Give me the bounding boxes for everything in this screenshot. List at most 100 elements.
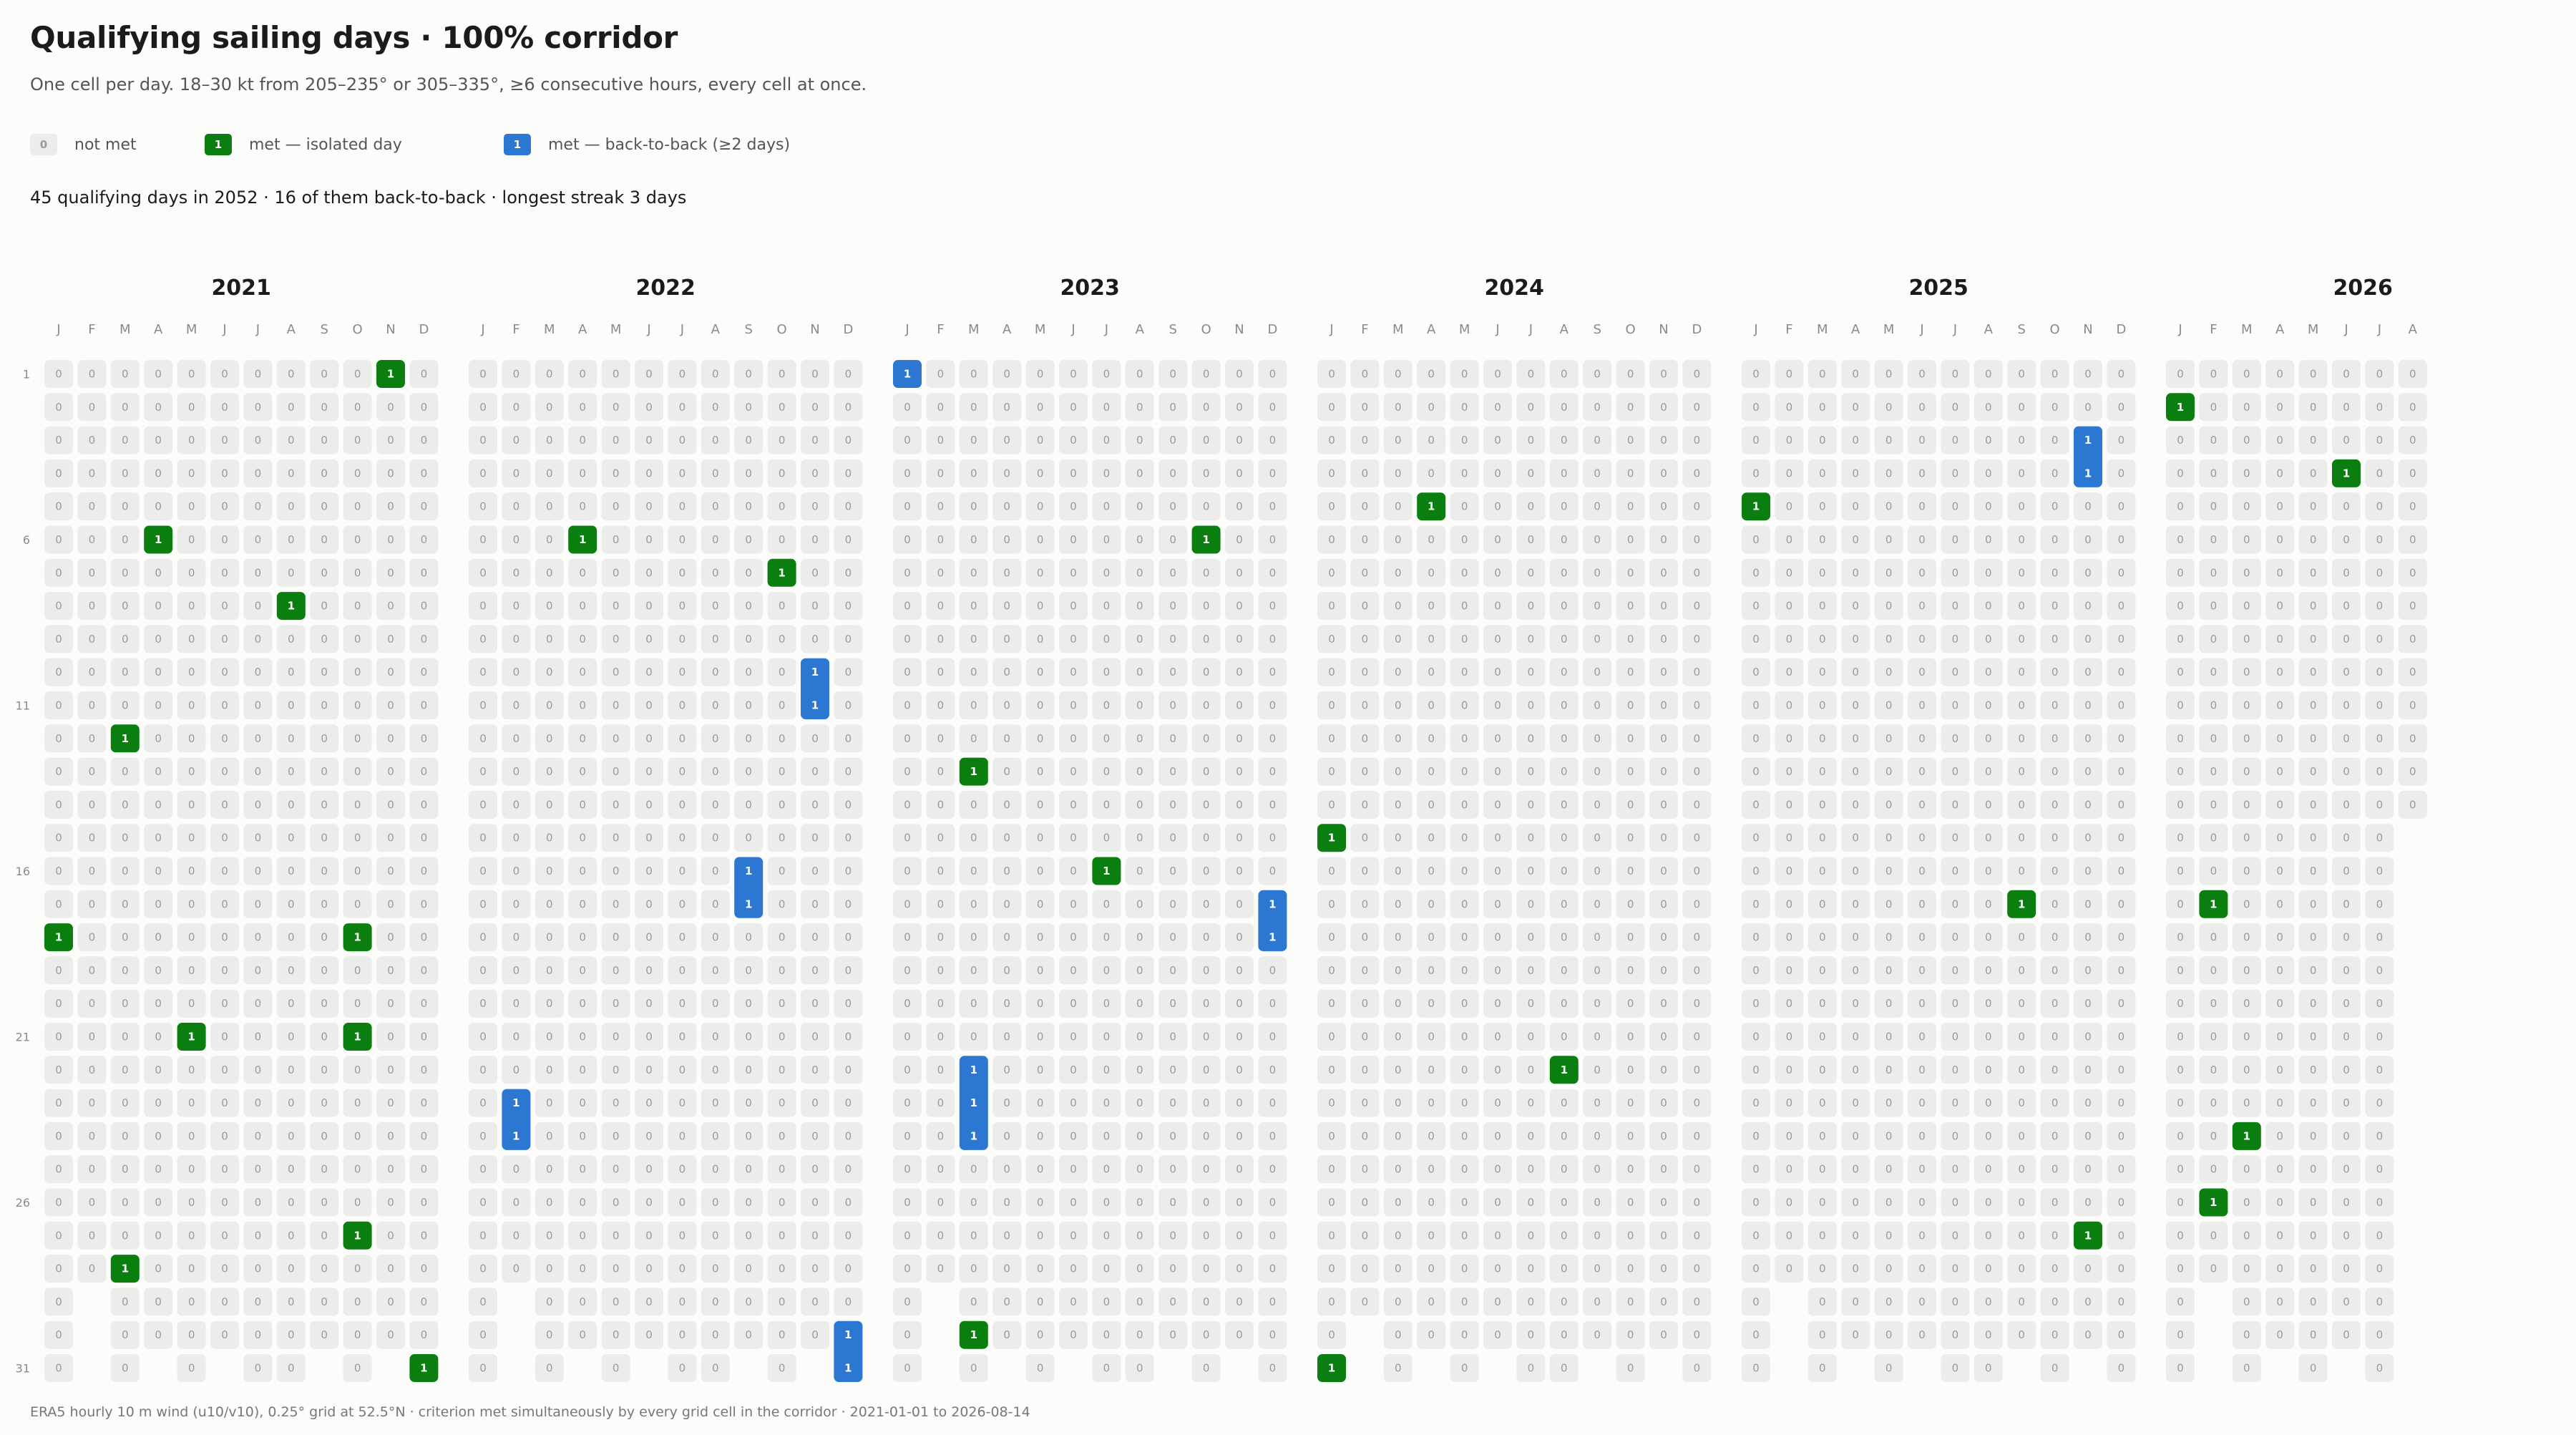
day-cell-value-2023-02-03: 0 bbox=[937, 434, 945, 447]
day-cell-value-2021-06-27: 0 bbox=[221, 1229, 228, 1242]
day-cell-value-2022-10-14: 0 bbox=[779, 798, 786, 811]
day-cell-value-2024-11-15: 0 bbox=[1660, 832, 1667, 845]
day-cell-value-2026-07-17: 0 bbox=[2376, 898, 2384, 910]
day-cell-2021-12-05 bbox=[409, 492, 439, 521]
day-cell-value-2021-09-20: 0 bbox=[321, 997, 328, 1010]
day-cell-value-2025-06-08: 0 bbox=[1918, 600, 1926, 613]
day-cell-value-2021-01-30: 0 bbox=[55, 1328, 62, 1341]
day-cell-value-2025-03-16: 0 bbox=[1819, 865, 1826, 877]
day-cell-value-2026-01-11: 0 bbox=[2177, 699, 2184, 712]
day-cell-2021-01-05 bbox=[44, 492, 73, 521]
day-cell-value-2023-10-30: 0 bbox=[1203, 1328, 1210, 1341]
day-cell-2021-02-08 bbox=[77, 592, 107, 621]
day-cell-value-2022-07-03: 0 bbox=[679, 434, 686, 447]
day-cell-value-2021-09-13: 0 bbox=[321, 765, 328, 778]
day-cell-2021-09-03 bbox=[310, 426, 339, 454]
day-cell-value-2023-07-03: 0 bbox=[1103, 434, 1111, 447]
day-cell-value-2021-09-04: 0 bbox=[321, 467, 328, 480]
day-cell-value-2023-04-25: 0 bbox=[1003, 1163, 1010, 1176]
day-cell-2022-02-10 bbox=[502, 658, 531, 686]
day-cell-value-2025-03-24: 0 bbox=[1819, 1129, 1826, 1142]
day-cell-2021-10-19 bbox=[343, 956, 372, 985]
day-cell-2021-06-17 bbox=[210, 890, 239, 918]
day-cell-value-2024-03-30: 0 bbox=[1395, 1328, 1402, 1341]
day-cell-value-2022-03-11: 0 bbox=[546, 699, 553, 712]
day-cell-value-2025-12-20: 0 bbox=[2118, 997, 2125, 1010]
day-cell-value-2023-09-13: 0 bbox=[1169, 765, 1176, 778]
day-cell-value-2024-06-26: 0 bbox=[1494, 1196, 1501, 1209]
day-cell-value-2024-04-07: 0 bbox=[1428, 566, 1435, 579]
day-cell-value-2026-02-12: 0 bbox=[2210, 732, 2218, 745]
day-cell-value-2026-06-25: 0 bbox=[2343, 1163, 2350, 1176]
day-cell-value-2024-12-24: 0 bbox=[1694, 1129, 1701, 1142]
day-cell-2021-09-11 bbox=[310, 691, 339, 719]
day-cell-value-2021-07-05: 0 bbox=[255, 500, 262, 513]
day-cell-value-2025-01-29: 0 bbox=[1752, 1295, 1760, 1308]
day-cell-2021-07-03 bbox=[243, 426, 273, 454]
day-cell-value-2025-04-09: 0 bbox=[1852, 633, 1859, 646]
day-cell-value-2023-11-03: 0 bbox=[1236, 434, 1243, 447]
day-cell-value-2026-02-23: 0 bbox=[2210, 1096, 2218, 1109]
day-cell-value-2022-05-13: 0 bbox=[613, 765, 620, 778]
day-cell-value-2021-07-16: 0 bbox=[255, 865, 262, 877]
day-cell-value-2023-07-18: 0 bbox=[1103, 931, 1111, 944]
day-cell-value-2024-06-07: 0 bbox=[1494, 566, 1501, 579]
day-cell-value-2022-05-02: 0 bbox=[613, 401, 620, 414]
day-cell-value-2025-05-18: 0 bbox=[1885, 931, 1893, 944]
day-cell-2021-05-11 bbox=[177, 691, 206, 719]
day-cell-2022-01-05 bbox=[469, 492, 497, 521]
day-cell-value-2025-09-22: 0 bbox=[2018, 1064, 2025, 1076]
day-cell-2021-05-30 bbox=[177, 1320, 206, 1349]
day-cell-value-2023-03-26: 0 bbox=[970, 1196, 977, 1209]
day-cell-value-2024-10-26: 0 bbox=[1627, 1196, 1634, 1209]
day-cell-value-2023-02-26: 0 bbox=[937, 1196, 945, 1209]
day-cell-value-2024-12-21: 0 bbox=[1694, 1031, 1701, 1044]
day-cell-value-2024-02-26: 0 bbox=[1362, 1196, 1369, 1209]
day-cell-value-2023-02-01: 0 bbox=[937, 368, 945, 381]
day-cell-2021-12-22 bbox=[409, 1056, 439, 1084]
day-cell-value-2023-09-07: 0 bbox=[1169, 566, 1176, 579]
day-cell-value-2021-08-18: 0 bbox=[288, 931, 295, 944]
day-cell-value-2023-04-22: 0 bbox=[1003, 1064, 1010, 1076]
day-cell-value-2022-12-30: 1 bbox=[844, 1328, 852, 1341]
day-cell-value-2025-09-02: 0 bbox=[2018, 401, 2025, 414]
day-cell-value-2023-01-18: 0 bbox=[904, 931, 911, 944]
day-cell-2021-12-10 bbox=[409, 658, 439, 686]
day-cell-value-2026-06-22: 0 bbox=[2343, 1064, 2350, 1076]
day-cell-value-2025-07-07: 0 bbox=[1952, 566, 1959, 579]
day-cell-value-2025-06-07: 0 bbox=[1918, 566, 1926, 579]
day-cell-value-2022-03-26: 0 bbox=[546, 1196, 553, 1209]
day-cell-value-2023-06-02: 0 bbox=[1070, 401, 1077, 414]
day-cell-value-2023-05-24: 0 bbox=[1037, 1129, 1044, 1142]
day-cell-value-2025-05-07: 0 bbox=[1885, 566, 1893, 579]
day-cell-value-2023-06-13: 0 bbox=[1070, 765, 1077, 778]
day-cell-value-2023-09-16: 0 bbox=[1169, 865, 1176, 877]
day-cell-value-2022-12-07: 0 bbox=[845, 566, 852, 579]
day-cell-2021-04-03 bbox=[144, 426, 173, 454]
day-cell-value-2021-09-01: 0 bbox=[321, 368, 328, 381]
day-cell-value-2025-07-02: 0 bbox=[1952, 401, 1959, 414]
day-cell-value-2023-11-07: 0 bbox=[1236, 566, 1243, 579]
day-cell-2021-03-07 bbox=[110, 558, 140, 587]
day-cell-value-2024-10-19: 0 bbox=[1627, 964, 1634, 977]
day-cell-value-2023-01-28: 0 bbox=[904, 1263, 911, 1275]
day-cell-value-2022-06-13: 0 bbox=[645, 765, 653, 778]
day-cell-value-2021-02-10: 0 bbox=[89, 666, 96, 678]
day-cell-value-2021-02-18: 0 bbox=[89, 931, 96, 944]
day-cell-value-2025-06-02: 0 bbox=[1918, 401, 1926, 414]
day-cell-2021-05-17 bbox=[177, 890, 206, 918]
day-cell-value-2023-12-05: 0 bbox=[1269, 500, 1277, 513]
day-cell-value-2025-03-06: 0 bbox=[1819, 533, 1826, 546]
day-cell-value-2026-06-11: 0 bbox=[2343, 699, 2350, 712]
day-cell-value-2022-10-23: 0 bbox=[779, 1096, 786, 1109]
day-cell-value-2021-02-21: 0 bbox=[89, 1031, 96, 1044]
day-cell-value-2022-08-11: 0 bbox=[712, 699, 719, 712]
day-cell-value-2021-04-05: 0 bbox=[155, 500, 162, 513]
day-cell-value-2022-06-21: 0 bbox=[645, 1031, 653, 1044]
day-cell-value-2021-01-24: 0 bbox=[55, 1129, 62, 1142]
day-cell-2021-07-10 bbox=[243, 658, 273, 686]
day-cell-2021-08-10 bbox=[276, 658, 306, 686]
day-cell-value-2023-09-09: 0 bbox=[1169, 633, 1176, 646]
day-cell-value-2026-04-06: 0 bbox=[2276, 533, 2283, 546]
day-cell-value-2021-06-25: 0 bbox=[221, 1163, 228, 1176]
